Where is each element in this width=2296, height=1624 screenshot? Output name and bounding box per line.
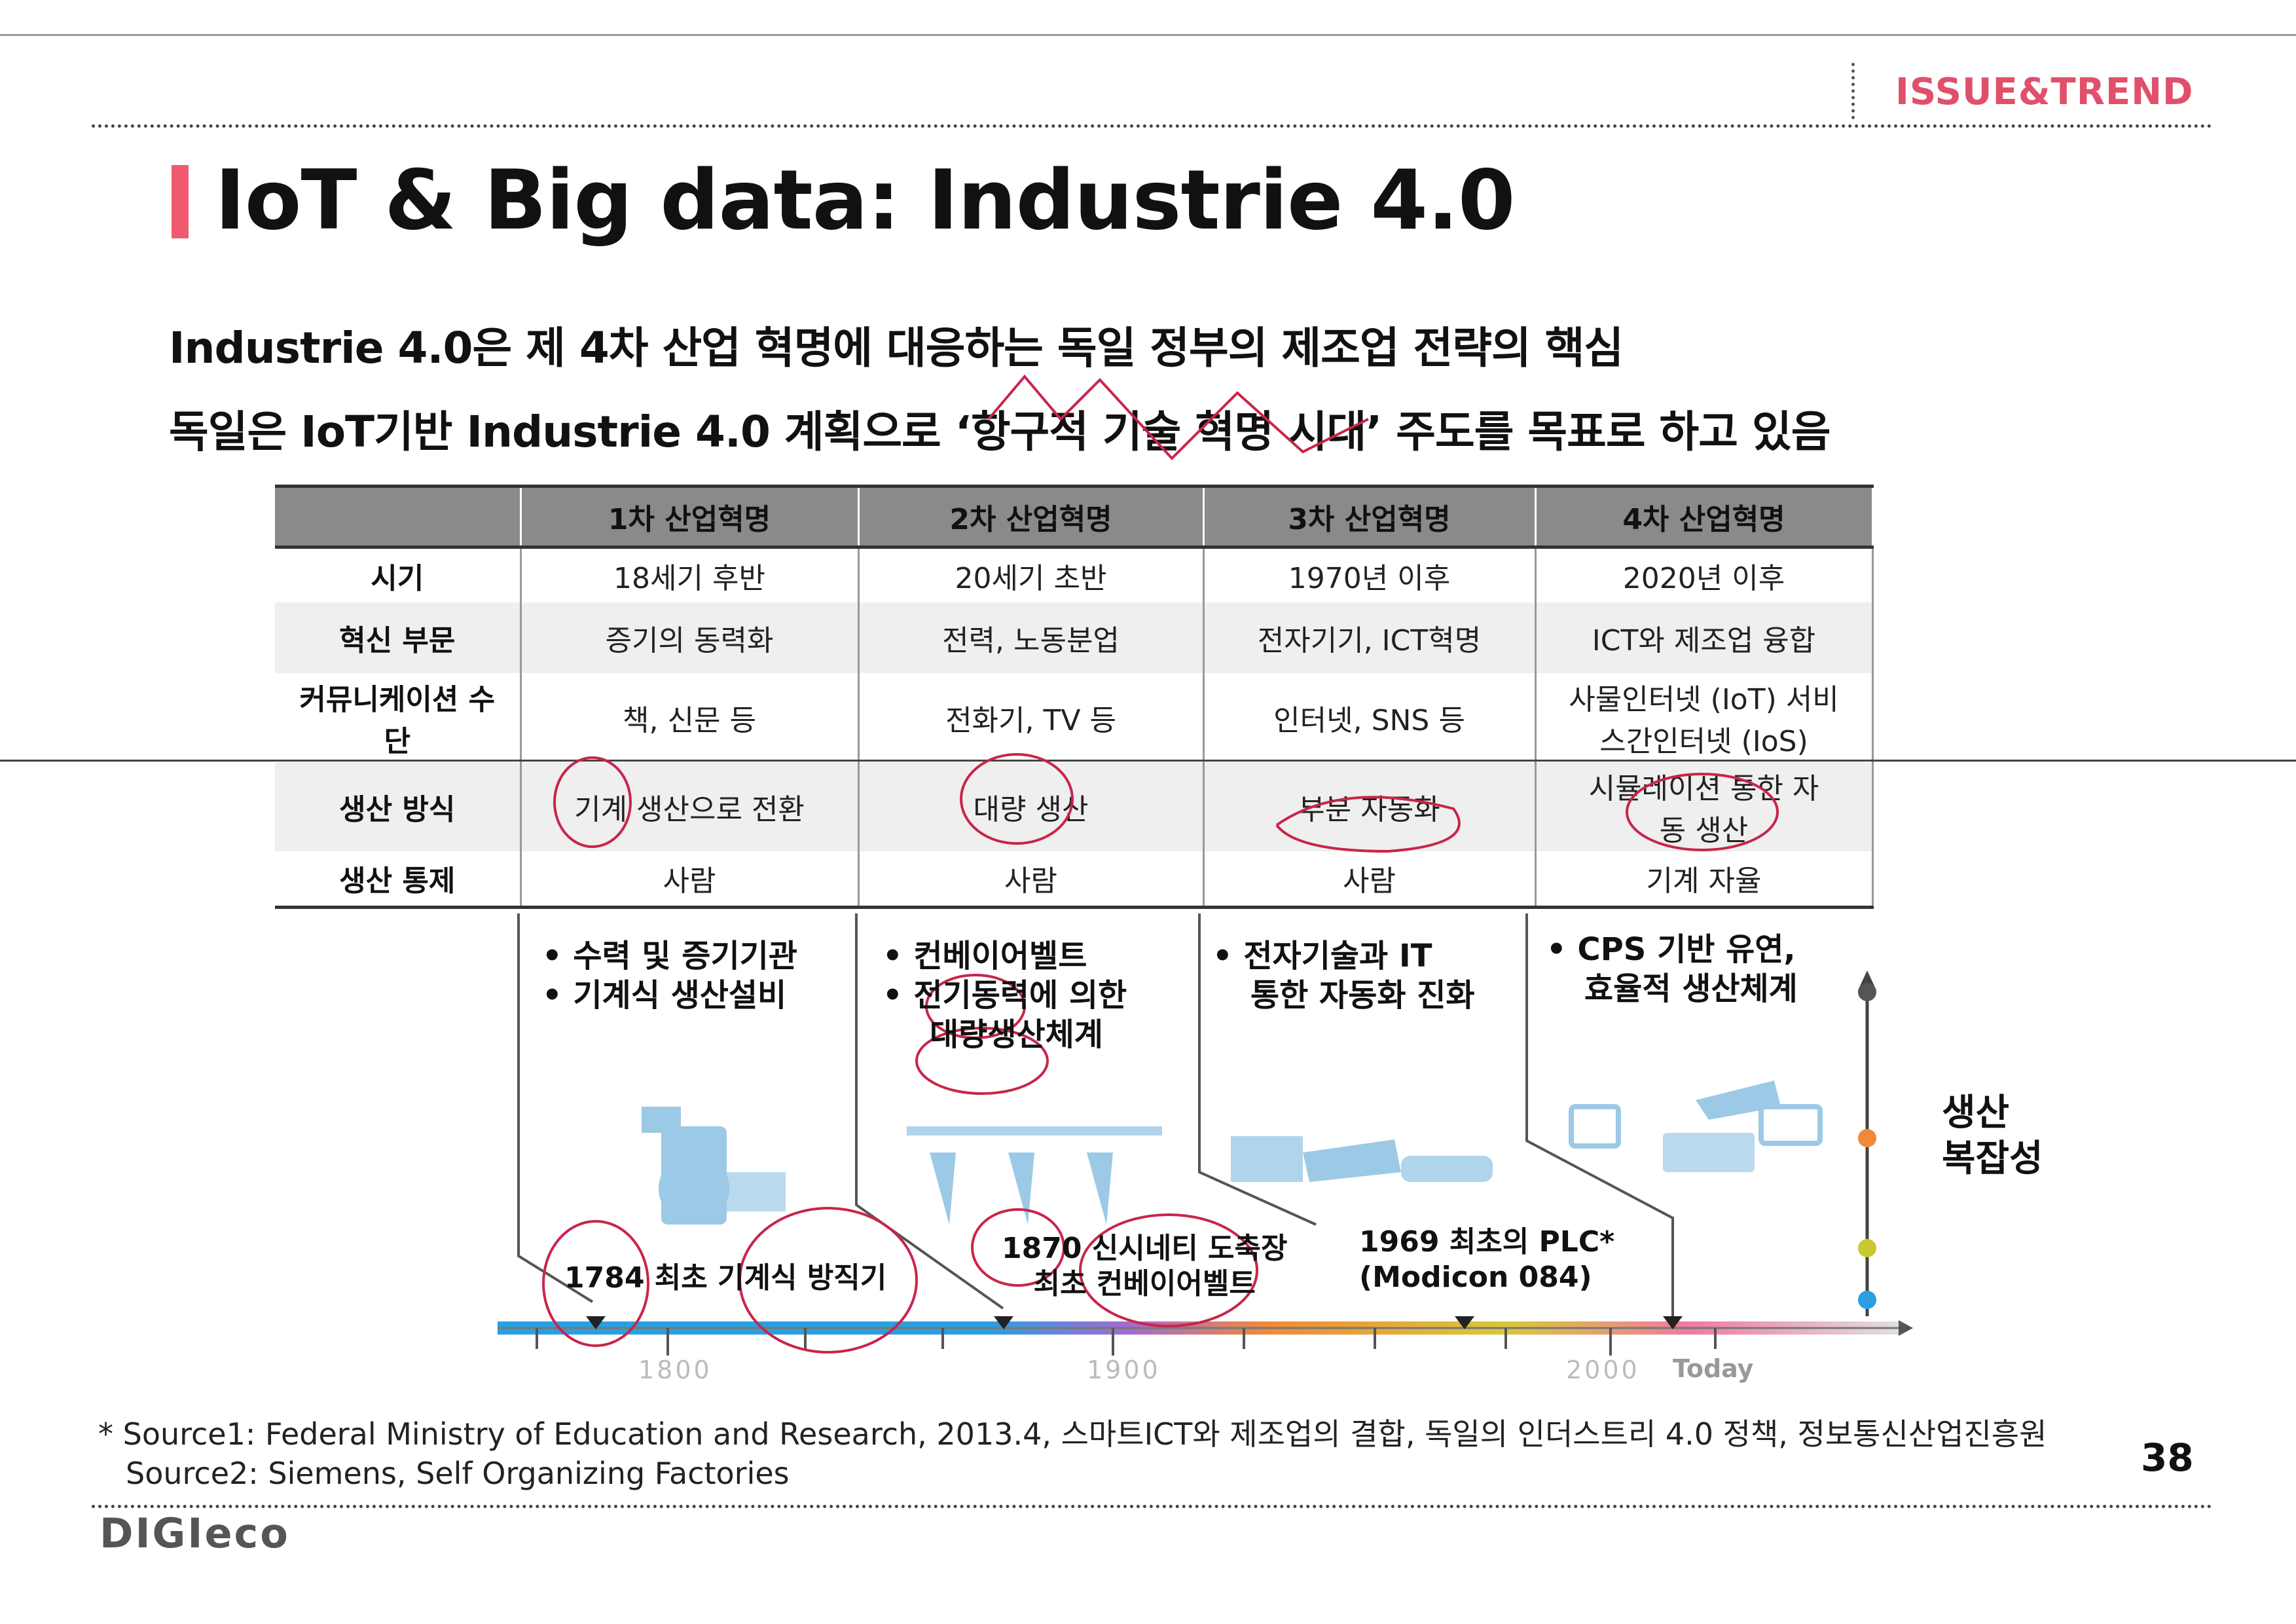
header-dotted-rule [92, 124, 2213, 128]
conveyor-illustration [907, 1126, 1162, 1225]
complexity-label: 생산 복잡성 [1942, 1092, 2043, 1180]
era-3-bullets: • 전자기술과 IT 통한 자동화 진화 [1212, 936, 1475, 1015]
bullet-item: • 컨베이어벨트 [883, 938, 1087, 974]
section-tag: ISSUE&TREND [1895, 71, 2194, 113]
row-label: 생산 통제 [275, 851, 522, 909]
table-cell: 전력, 노동분업 [858, 602, 1205, 673]
milestone-marker [1663, 1316, 1683, 1329]
year-label: 1800 [638, 1356, 712, 1384]
milestone-marker [994, 1316, 1013, 1329]
complexity-dot [1858, 983, 1876, 1001]
table-header-cell: 2차 산업혁명 [858, 485, 1205, 549]
milestone-1969: 1969 최초의 PLC* (Modicon 084) [1359, 1225, 1615, 1294]
bullet-item: • 전자기술과 IT [1212, 938, 1432, 974]
bullet-item: 통한 자동화 진화 [1250, 977, 1475, 1014]
robot-arm-illustration [1231, 1136, 1493, 1182]
complexity-dot [1858, 1129, 1876, 1147]
header-top-line [0, 34, 2296, 36]
table-header-cell: 4차 산업혁명 [1535, 485, 1874, 549]
bullet-item: 효율적 생산체계 [1584, 970, 1798, 1007]
smart-factory-illustration [1569, 1080, 1823, 1172]
complexity-dot [1858, 1291, 1876, 1309]
table-cell: 대량 생산 [858, 762, 1205, 851]
milestone-marker [1455, 1316, 1474, 1329]
today-label: Today [1673, 1354, 1754, 1383]
row-label: 커뮤니케이션 수단 [275, 673, 522, 762]
handwritten-annotations [542, 374, 1779, 1354]
table-cell: 사람 [858, 851, 1205, 909]
bullet-item: • 전기동력에 의한 [883, 977, 1127, 1014]
table-row: 시기 18세기 후반 20세기 초반 1970년 이후 2020년 이후 [275, 547, 1874, 602]
table-cell: 기계 자율 [1535, 851, 1874, 909]
revolution-table: 1차 산업혁명 2차 산업혁명 3차 산업혁명 4차 산업혁명 시기 18세기 … [275, 485, 1874, 909]
table-cell: 20세기 초반 [858, 547, 1205, 602]
table-cell: 전자기기, ICT혁명 [1203, 602, 1537, 673]
complexity-dot [1858, 1239, 1876, 1257]
page-number: 38 [2141, 1435, 2194, 1480]
bullet-item: • 기계식 생산설비 [542, 977, 787, 1014]
era-4-bullets: • CPS 기반 유연, 효율적 생산체계 [1546, 930, 1798, 1008]
table-cell: 2020년 이후 [1535, 547, 1874, 602]
steam-engine-illustration [642, 1107, 786, 1225]
table-cell: 시뮬레이션 통한 자동 생산 [1535, 762, 1874, 851]
digieco-logo: DIGIeco [100, 1509, 290, 1557]
source-2: Source2: Siemens, Self Organizing Factor… [126, 1456, 790, 1491]
bullet-item: 대량생산체계 [930, 1016, 1103, 1053]
table-cell: 사람 [520, 851, 860, 909]
source-1: * Source1: Federal Ministry of Education… [98, 1416, 2047, 1452]
table-cell: 기계 생산으로 전환 [520, 762, 860, 851]
timeline-arrow [1899, 1320, 1913, 1336]
era-divider [1198, 913, 1317, 1226]
table-cell: 부분 자동화 [1203, 762, 1537, 851]
milestone-1870: 1870 신시네티 도축장 최초 컨베이어벨트 [1002, 1232, 1288, 1301]
table-cell: ICT와 제조업 융합 [1535, 602, 1874, 673]
table-cell: 전화기, TV 등 [858, 673, 1205, 762]
row-label: 시기 [275, 547, 522, 602]
milestone-marker [586, 1316, 606, 1329]
table-cell: 사람 [1203, 851, 1537, 909]
table-row: 생산 방식 기계 생산으로 전환 대량 생산 부분 자동화 시뮬레이션 통한 자… [275, 762, 1874, 851]
row-label: 생산 방식 [275, 762, 522, 851]
table-header-cell: 3차 산업혁명 [1203, 485, 1537, 549]
source-notes: * Source1: Federal Ministry of Education… [98, 1414, 2047, 1493]
table-header-cell [275, 485, 522, 549]
table-cell: 인터넷, SNS 등 [1203, 673, 1537, 762]
table-row: 혁신 부문 증기의 동력화 전력, 노동분업 전자기기, ICT혁명 ICT와 … [275, 602, 1874, 673]
page-title: IoT & Big data: Industrie 4.0 [215, 152, 1516, 248]
table-cell: 18세기 후반 [520, 547, 860, 602]
table-cell: 사물인터넷 (IoT) 서비스간인터넷 (IoS) [1535, 673, 1874, 762]
era-2-bullets: • 컨베이어벨트 • 전기동력에 의한 대량생산체계 [883, 936, 1127, 1054]
bullet-item: • 수력 및 증기기관 [542, 938, 797, 974]
year-label: 2000 [1566, 1356, 1640, 1384]
table-cell: 책, 신문 등 [520, 673, 860, 762]
table-row: 커뮤니케이션 수단 책, 신문 등 전화기, TV 등 인터넷, SNS 등 사… [275, 673, 1874, 762]
table-row: 생산 통제 사람 사람 사람 기계 자율 [275, 851, 1874, 909]
scan-line [0, 760, 2296, 762]
table-cell: 증기의 동력화 [520, 602, 860, 673]
era-divider [1525, 913, 1674, 1316]
table-cell: 1970년 이후 [1203, 547, 1537, 602]
subtitle-line-2: 독일은 IoT기반 Industrie 4.0 계획으로 ‘항구적 기술 혁명 … [169, 407, 1831, 457]
era-1-bullets: • 수력 및 증기기관 • 기계식 생산설비 [542, 936, 797, 1015]
year-label: 1900 [1087, 1356, 1161, 1384]
footer-dotted-rule [92, 1505, 2213, 1508]
era-divider [517, 913, 594, 1303]
title-accent-bar [172, 165, 189, 238]
milestone-1784: 1784 최초 기계식 방직기 [564, 1261, 887, 1295]
table-header-row: 1차 산업혁명 2차 산업혁명 3차 산업혁명 4차 산업혁명 [275, 485, 1874, 549]
header-divider [1851, 63, 1855, 119]
era-divider [855, 913, 1004, 1310]
bullet-item: • CPS 기반 유연, [1546, 931, 1796, 968]
subtitle-line-1: Industrie 4.0은 제 4차 산업 혁명에 대응하는 독일 정부의 제… [169, 323, 1624, 373]
row-label: 혁신 부문 [275, 602, 522, 673]
table-header-cell: 1차 산업혁명 [520, 485, 860, 549]
